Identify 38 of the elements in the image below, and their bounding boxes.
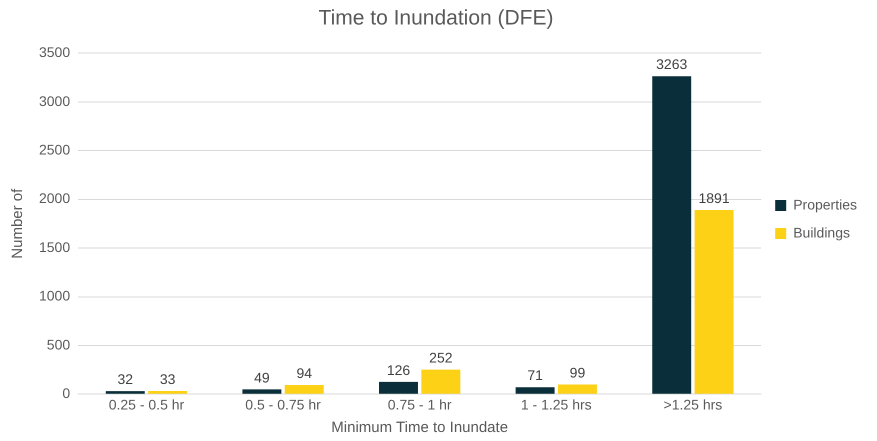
bar [421, 370, 460, 394]
bar [379, 382, 418, 394]
bar [558, 384, 597, 394]
x-tick-label: 0.75 - 1 hr [388, 396, 452, 412]
y-tick-label: 2000 [38, 190, 70, 206]
chart-title: Time to Inundation (DFE) [318, 6, 554, 30]
data-label: 94 [296, 364, 312, 381]
legend-label: Buildings [793, 224, 850, 240]
bar [516, 387, 555, 394]
bar [242, 389, 282, 394]
bar [106, 391, 145, 394]
x-tick-label: >1.25 hrs [664, 396, 722, 412]
x-tick-label: 0.25 - 0.5 hr [108, 396, 185, 412]
y-axis-title: Number of [9, 188, 26, 259]
data-label: 32 [117, 370, 134, 387]
x-tick-label: 0.5 - 0.75 hr [245, 396, 322, 412]
y-tick-label: 3000 [38, 92, 70, 109]
data-label: 49 [254, 369, 270, 386]
bar [694, 210, 734, 394]
bar [284, 385, 324, 394]
legend-label: Properties [793, 196, 858, 212]
y-tick-label: 2500 [38, 141, 70, 158]
y-tick-label: 1000 [38, 288, 70, 304]
data-label: 71 [527, 367, 544, 384]
y-tick-label: 0 [62, 385, 70, 402]
data-label: 1891 [698, 190, 730, 206]
data-label: 33 [160, 370, 176, 387]
data-label: 252 [429, 350, 453, 366]
data-label: 126 [386, 362, 410, 378]
bar [148, 390, 188, 394]
data-label: 3263 [656, 56, 688, 72]
y-tick-label: 1500 [38, 238, 70, 255]
y-tick-label: 500 [46, 336, 70, 352]
x-tick-label: 1 - 1.25 hrs [520, 396, 592, 412]
bar [652, 76, 692, 394]
x-axis-title: Minimum Time to Inundate [331, 419, 508, 436]
y-tick-label: 3500 [38, 44, 70, 60]
data-label: 99 [570, 364, 586, 380]
